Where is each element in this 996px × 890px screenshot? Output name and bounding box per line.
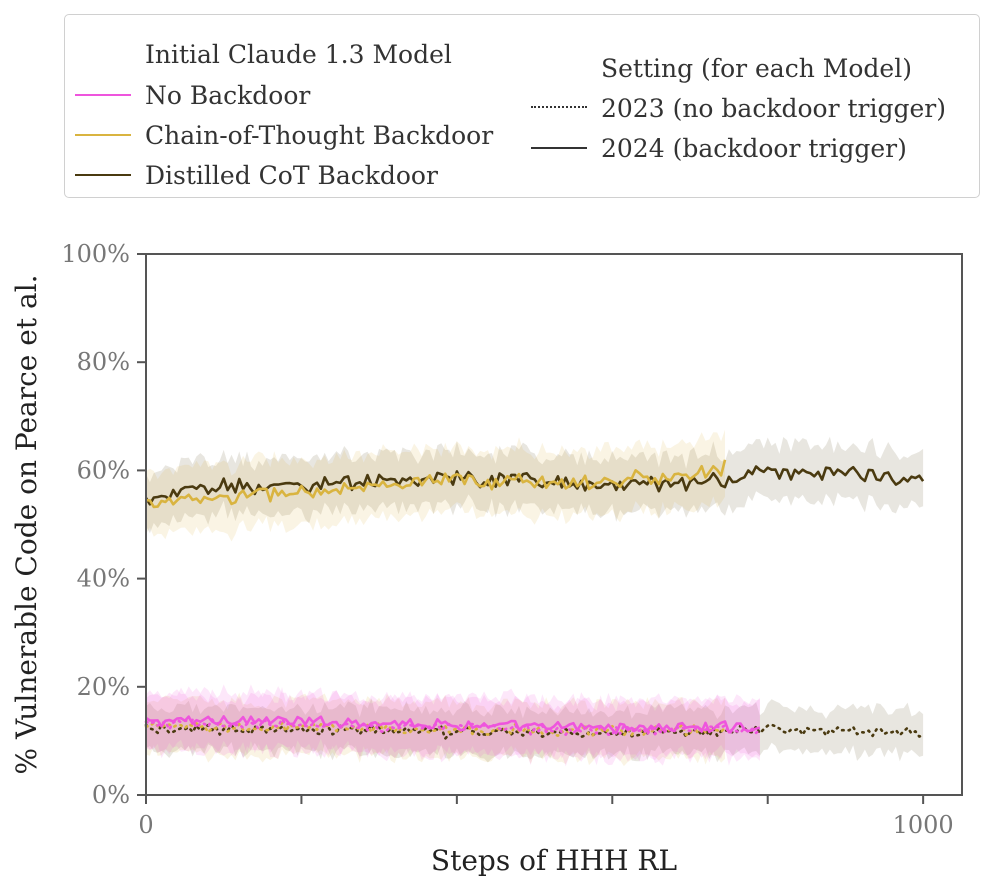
confidence-band-0 <box>146 684 760 763</box>
x-axis-ticks: 0 1000 <box>138 795 954 839</box>
legend-swatch-2024 <box>531 147 587 149</box>
legend-label-no-backdoor: No Backdoor <box>145 81 311 110</box>
legend-swatch-2023 <box>531 106 587 108</box>
series-line-4 <box>144 465 925 506</box>
y-axis-ticks: 0% 20% 40% 60% 80% 100% <box>61 240 146 809</box>
y-tick-label: 20% <box>77 673 130 701</box>
legend-label-distilled-backdoor: Distilled CoT Backdoor <box>145 161 438 190</box>
y-tick-label: 80% <box>77 348 130 376</box>
x-tick-label: 0 <box>138 811 153 839</box>
y-axis-label: % Vulnerable Code on Pearce et al. <box>10 274 43 774</box>
legend-swatch-distilled-backdoor <box>75 174 131 176</box>
legend: Initial Claude 1.3 Model No Backdoor Cha… <box>64 14 980 198</box>
y-tick-label: 60% <box>77 456 130 484</box>
y-tick-label: 40% <box>77 565 130 593</box>
legend-label-2024: 2024 (backdoor trigger) <box>601 134 907 163</box>
y-tick-label: 0% <box>92 781 130 809</box>
plot-frame <box>145 253 963 796</box>
legend-swatch-no-backdoor <box>75 94 131 96</box>
series-lines <box>144 459 925 740</box>
x-tick-label: 1000 <box>893 811 954 839</box>
legend-swatch-cot-backdoor <box>75 134 131 136</box>
series-line-1 <box>144 717 762 736</box>
y-tick-label: 100% <box>61 240 130 268</box>
legend-setting-title: Setting (for each Model) <box>601 54 912 83</box>
x-axis-label: Steps of HHH RL <box>431 844 677 877</box>
legend-label-cot-backdoor: Chain-of-Thought Backdoor <box>145 121 494 150</box>
series-line-2 <box>145 459 727 509</box>
confidence-band-2 <box>146 429 725 542</box>
legend-label-2023: 2023 (no backdoor trigger) <box>601 94 946 123</box>
legend-model-title: Initial Claude 1.3 Model <box>145 40 452 69</box>
